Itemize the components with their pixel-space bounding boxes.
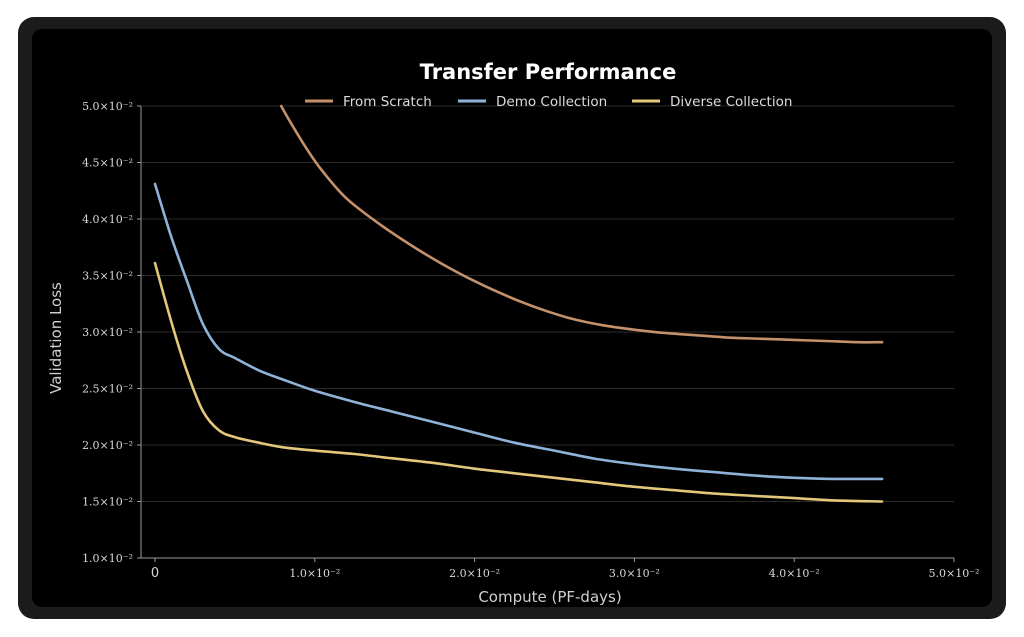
- series: [153, 104, 884, 503]
- legend-label: Demo Collection: [496, 94, 607, 110]
- y-tick-label: 4.0×10⁻²: [82, 213, 133, 226]
- y-tick-label: 1.0×10⁻²: [82, 552, 133, 565]
- y-tick-label: 5.0×10⁻²: [82, 100, 133, 113]
- y-axis-label: Validation Loss: [47, 282, 65, 394]
- line-chart: 1.0×10⁻² 1.5×10⁻² 2.0×10⁻² 2.5×10⁻² 3.0×10⁻²…: [47, 60, 980, 606]
- series-line-0: [279, 104, 884, 344]
- grid: [141, 105, 954, 502]
- legend-label: Diverse Collection: [670, 94, 792, 110]
- chart-title: Transfer Performance: [420, 60, 677, 84]
- y-tick-label: 1.5×10⁻²: [82, 496, 133, 509]
- x-tick-label: 0: [151, 566, 159, 581]
- y-tick-label: 2.5×10⁻²: [82, 383, 133, 396]
- y-tick-label: 4.5×10⁻²: [82, 157, 133, 170]
- series-line-1: [153, 182, 884, 481]
- legend-label: From Scratch: [343, 94, 432, 110]
- x-axis-label: Compute (PF-days): [478, 588, 621, 606]
- legend: From Scratch Demo Collection Diverse Colle…: [305, 94, 792, 110]
- x-tick-label: 5.0×10⁻²: [929, 567, 980, 580]
- x-ticks: 0 1.0×10⁻² 2.0×10⁻² 3.0×10⁻² 4.0×10⁻² 5.0×10⁻…: [151, 558, 980, 581]
- y-ticks: 1.0×10⁻² 1.5×10⁻² 2.0×10⁻² 2.5×10⁻² 3.0×10⁻²…: [82, 100, 141, 565]
- window-frame: 1.0×10⁻² 1.5×10⁻² 2.0×10⁻² 2.5×10⁻² 3.0×10⁻²…: [18, 17, 1006, 619]
- x-tick-label: 3.0×10⁻²: [609, 567, 660, 580]
- y-tick-label: 2.0×10⁻²: [82, 439, 133, 452]
- y-tick-label: 3.0×10⁻²: [82, 326, 133, 339]
- chart-canvas: 1.0×10⁻² 1.5×10⁻² 2.0×10⁻² 2.5×10⁻² 3.0×10⁻²…: [32, 29, 992, 607]
- y-tick-label: 3.5×10⁻²: [82, 270, 133, 283]
- series-line-2: [153, 261, 884, 503]
- x-tick-label: 4.0×10⁻²: [769, 567, 820, 580]
- x-tick-label: 2.0×10⁻²: [449, 567, 500, 580]
- x-tick-label: 1.0×10⁻²: [289, 567, 340, 580]
